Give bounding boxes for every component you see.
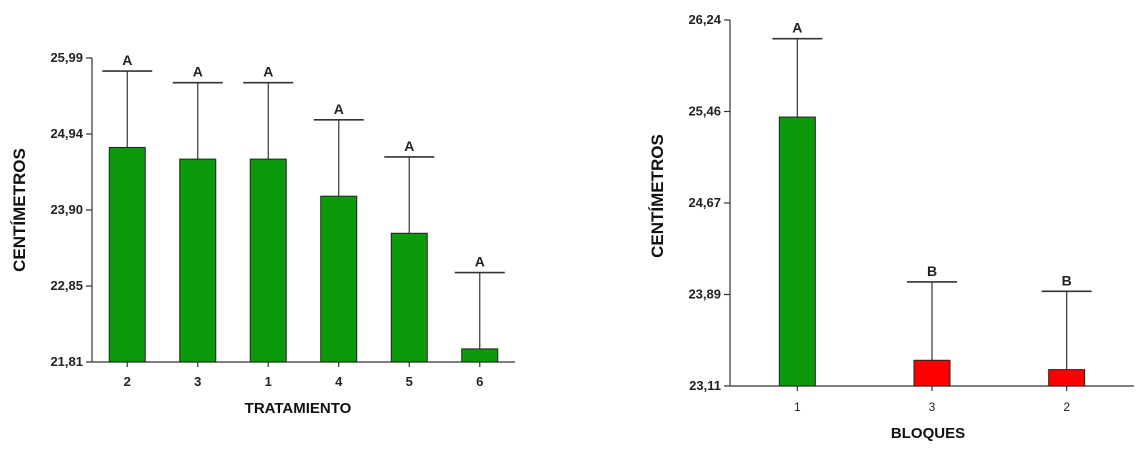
y-tick-label: 25,46 xyxy=(688,104,721,119)
y-tick-label: 22,85 xyxy=(50,278,83,293)
y-tick-label: 23,89 xyxy=(688,287,721,302)
significance-letter: A xyxy=(334,101,344,117)
bar xyxy=(320,195,358,363)
bar xyxy=(778,116,816,387)
x-axis-label: BLOQUES xyxy=(891,425,965,442)
y-tick-label: 24,67 xyxy=(688,195,721,210)
x-tick-label: 5 xyxy=(406,374,413,389)
significance-letter: A xyxy=(475,254,485,270)
x-tick-label: 1 xyxy=(794,400,801,414)
bar xyxy=(390,232,428,363)
bar xyxy=(913,359,951,387)
y-tick-label: 26,24 xyxy=(688,12,721,27)
bar xyxy=(179,158,217,363)
x-tick-label: 3 xyxy=(194,374,201,389)
y-tick-label: 23,90 xyxy=(50,202,83,217)
significance-letter: A xyxy=(122,52,132,68)
x-tick-label: 3 xyxy=(929,400,936,414)
significance-letter: A xyxy=(792,20,802,36)
bar xyxy=(461,348,499,363)
y-tick-label: 24,94 xyxy=(50,126,83,141)
significance-letter: A xyxy=(263,64,273,80)
bars: A B B xyxy=(772,20,1092,387)
y-axis-label: CENTÍMETROS xyxy=(10,148,29,272)
y-ticks: 23,11 23,89 24,67 25,46 26,24 xyxy=(688,12,730,393)
x-tick-label: 2 xyxy=(1063,400,1070,414)
y-ticks: 21,81 22,85 23,90 24,94 25,99 xyxy=(50,50,92,369)
bars: A A A A A A xyxy=(102,52,505,363)
bar xyxy=(249,158,287,363)
y-tick-label: 21,81 xyxy=(50,354,83,369)
x-tick-label: 1 xyxy=(265,374,272,389)
significance-letter: B xyxy=(927,263,937,279)
x-tick-label: 6 xyxy=(476,374,483,389)
significance-letter: B xyxy=(1062,272,1072,288)
significance-letter: A xyxy=(193,64,203,80)
y-axis-label: CENTÍMETROS xyxy=(648,134,667,258)
x-tick-label: 2 xyxy=(124,374,131,389)
x-tick-label: 4 xyxy=(335,374,343,389)
significance-letter: A xyxy=(404,138,414,154)
bar xyxy=(1048,369,1086,387)
chart-tratamiento: TRATAMIENTO CENTÍMETROS 21,8122,8523,902… xyxy=(10,50,515,417)
x-axis-label: TRATAMIENTO xyxy=(245,400,352,417)
y-tick-label: 25,99 xyxy=(50,50,83,65)
chart-bloques: BLOQUES CENTÍMETROS 23,11 23,89 24,67 25,46… xyxy=(648,12,1134,442)
x-ticks: 2 3 1 4 5 6 xyxy=(124,362,483,389)
y-tick-label: 23,11 xyxy=(689,378,721,393)
bar xyxy=(108,146,146,363)
x-ticks: 1 3 2 xyxy=(794,386,1070,414)
